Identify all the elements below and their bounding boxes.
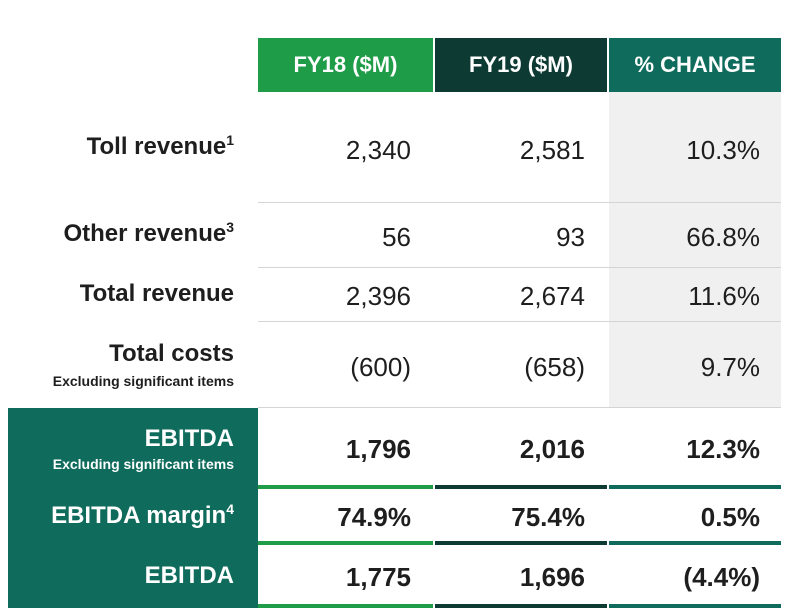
- change-value: 11.6%: [688, 281, 760, 311]
- row-divider: [258, 267, 781, 268]
- change-value: 10.3%: [686, 135, 760, 165]
- row-divider: [258, 321, 781, 322]
- fy18-bar: [258, 604, 433, 608]
- fy19-value: 1,696: [519, 562, 585, 592]
- fy18-value: 1,775: [345, 562, 411, 592]
- change-value: 0.5%: [700, 502, 760, 532]
- footnote-marker: 3: [226, 219, 234, 235]
- header-change: % CHANGE: [609, 38, 781, 92]
- footnote-marker: 1: [226, 132, 234, 148]
- fy19-value: 75.4%: [511, 502, 585, 532]
- header-fy19: FY19 ($M): [435, 38, 607, 92]
- header-fy18: FY18 ($M): [258, 38, 433, 92]
- fy19-value: 2,674: [519, 281, 585, 311]
- row-divider: [258, 407, 781, 408]
- fy19-value: 93: [556, 222, 585, 252]
- row-label-ebitda-margin: EBITDA margin4: [51, 501, 234, 529]
- fy19-bar: [435, 541, 607, 545]
- fy19-value: (658): [524, 352, 585, 382]
- change-value: (4.4%): [683, 562, 760, 592]
- change-bar: [609, 485, 781, 489]
- fy18-value: (600): [350, 352, 411, 382]
- change-bar: [609, 541, 781, 545]
- fy19-value: 2,016: [519, 434, 585, 464]
- fy18-value: 2,396: [345, 281, 411, 311]
- fy18-value: 74.9%: [337, 502, 411, 532]
- row-sublabel: Excluding significant items: [52, 373, 234, 389]
- fy19-bar: [435, 604, 607, 608]
- fy18-value: 56: [382, 222, 411, 252]
- fy18-value: 2,340: [345, 135, 411, 165]
- ebitda-panel: [8, 408, 258, 608]
- fy18-bar: [258, 541, 433, 545]
- fy19-value: 2,581: [519, 135, 585, 165]
- row-label-ebitda: EBITDA: [144, 425, 234, 452]
- change-column-background: [609, 92, 781, 408]
- change-value: 9.7%: [700, 352, 760, 382]
- row-label-ebitda-reported: EBITDA: [144, 562, 234, 589]
- footnote-marker: 4: [226, 501, 234, 517]
- fy18-bar: [258, 485, 433, 489]
- change-value: 66.8%: [686, 222, 760, 252]
- row-label-other-revenue: Other revenue3: [63, 219, 234, 247]
- change-bar: [609, 604, 781, 608]
- fy18-value: 1,796: [345, 434, 411, 464]
- row-label-toll-revenue: Toll revenue1: [86, 132, 234, 160]
- row-sublabel: Excluding significant items: [52, 456, 234, 472]
- row-divider: [258, 202, 781, 203]
- row-label-total-revenue: Total revenue: [79, 280, 234, 307]
- change-value: 12.3%: [686, 434, 760, 464]
- row-label-total-costs: Total costs: [109, 340, 234, 367]
- fy19-bar: [435, 485, 607, 489]
